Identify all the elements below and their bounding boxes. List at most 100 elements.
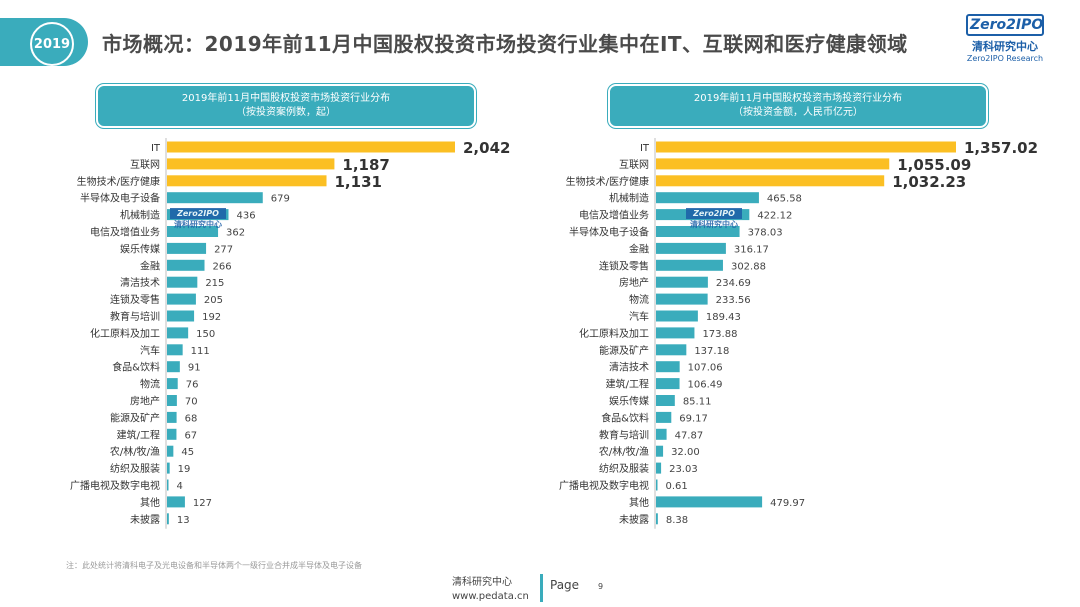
right-bar [656,293,708,305]
right-category-label: 教育与培训 [599,428,649,441]
left-category-label: 互联网 [130,159,160,171]
footnote: 注：此处统计将清科电子及光电设备和半导体两个一级行业合并成半导体及电子设备 [66,561,362,570]
left-category-label: 教育与培训 [110,310,160,323]
right-category-label: 电信及增值业务 [579,209,649,222]
right-category-label: 其他 [629,496,649,509]
left-value-label: 150 [196,329,215,340]
right-bar [656,496,763,508]
right-bar [656,192,759,204]
watermark-logo-left: Zero2IPO 清科研究中心 [170,208,226,230]
right-category-label: 机械制造 [609,192,649,205]
right-value-label: 1,357.02 [964,139,1038,157]
right-value-label: 1,032.23 [892,173,966,191]
right-bar [656,276,708,288]
left-value-label: 679 [271,194,290,205]
left-bar [167,462,170,474]
right-category-label: 化工原料及加工 [579,327,649,340]
left-value-label: 436 [236,211,255,222]
logo-en: Zero2IPO Research [966,54,1044,63]
left-bar [167,479,169,491]
left-value-label: 4 [177,481,183,492]
right-category-label: 物流 [629,293,649,306]
left-bar [167,344,183,356]
left-bar [167,259,205,271]
right-value-label: 106.49 [688,380,723,391]
left-bar [167,395,177,406]
left-category-label: 纺织及服装 [110,462,160,475]
page-number: 9 [598,582,604,591]
right-bar [656,310,698,322]
left-category-label: 清洁技术 [120,276,160,289]
right-bar [656,158,890,170]
footer-divider [540,574,543,602]
left-category-label: 娱乐传媒 [120,242,160,255]
right-bar [656,175,885,187]
right-category-label: 农/林/牧/渔 [599,445,649,458]
left-category-label: 能源及矿产 [110,411,160,424]
right-category-label: 金融 [629,242,649,255]
left-value-label: 1,187 [342,156,389,174]
right-value-label: 107.06 [688,363,723,374]
left-category-label: 电信及增值业务 [90,226,160,239]
right-category-label: IT [640,143,650,154]
left-category-label: 食品&饮料 [112,361,160,374]
right-category-label: 建筑/工程 [606,378,649,391]
left-bar [167,327,189,339]
right-category-label: 生物技术/医疗健康 [566,175,649,188]
left-value-label: 2,042 [463,139,510,157]
left-category-label: 汽车 [140,344,160,357]
logo-cn: 清科研究中心 [972,40,1038,53]
right-bar [656,259,723,271]
right-value-label: 316.17 [734,244,769,255]
left-category-label: 建筑/工程 [117,428,160,441]
left-value-label: 192 [202,312,221,323]
right-value-label: 23.03 [669,464,698,475]
left-chart-subtitle: （按投资案例数，起） [236,107,336,118]
right-category-label: 娱乐传媒 [609,395,649,408]
left-bar [167,513,169,525]
left-value-label: 45 [181,447,194,458]
right-category-label: 未披露 [619,513,649,526]
right-value-label: 189.43 [706,312,741,323]
right-bar [656,344,687,356]
left-value-label: 68 [185,413,198,424]
left-category-label: IT [151,143,161,154]
left-bar [167,175,327,187]
right-value-label: 69.17 [679,413,708,424]
left-bar [167,141,455,153]
left-bar [167,411,177,423]
right-value-label: 0.61 [666,481,688,492]
right-category-label: 广播电视及数字电视 [559,479,649,492]
right-bar [656,327,695,339]
left-bar [167,445,174,457]
right-chart-title: 2019年前11月中国股权投资市场投资行业分布 [693,93,903,104]
left-bar [167,293,196,305]
left-value-label: 277 [214,244,233,255]
right-category-label: 能源及矿产 [599,344,649,357]
logo-mark: Zero2IPO [966,14,1044,36]
left-bar [167,192,263,204]
left-chart-header: 2019年前11月中国股权投资市场投资行业分布 （按投资案例数，起） [96,84,476,128]
right-bar [656,479,658,491]
left-value-label: 205 [204,295,223,306]
left-bar [167,242,207,254]
left-value-label: 111 [191,346,210,357]
right-category-label: 半导体及电子设备 [569,226,649,239]
watermark-cn: 清科研究中心 [174,220,222,229]
left-bar [167,276,198,288]
left-bar [167,378,178,390]
left-category-label: 农/林/牧/渔 [110,445,160,458]
right-value-label: 378.03 [748,228,783,239]
right-bar [656,242,726,254]
right-chart-subtitle: （按投资金额，人民币亿元） [733,107,863,118]
left-category-label: 机械制造 [120,209,160,222]
right-bar [656,141,956,153]
left-category-label: 广播电视及数字电视 [70,479,160,492]
left-value-label: 76 [186,380,199,391]
right-bar [656,445,664,457]
left-category-label: 半导体及电子设备 [80,192,160,205]
left-bar [167,226,219,237]
footer-url[interactable]: www.pedata.cn [452,591,529,602]
watermark-mark: Zero2IPO [686,208,742,219]
left-category-label: 连锁及零售 [110,293,160,306]
